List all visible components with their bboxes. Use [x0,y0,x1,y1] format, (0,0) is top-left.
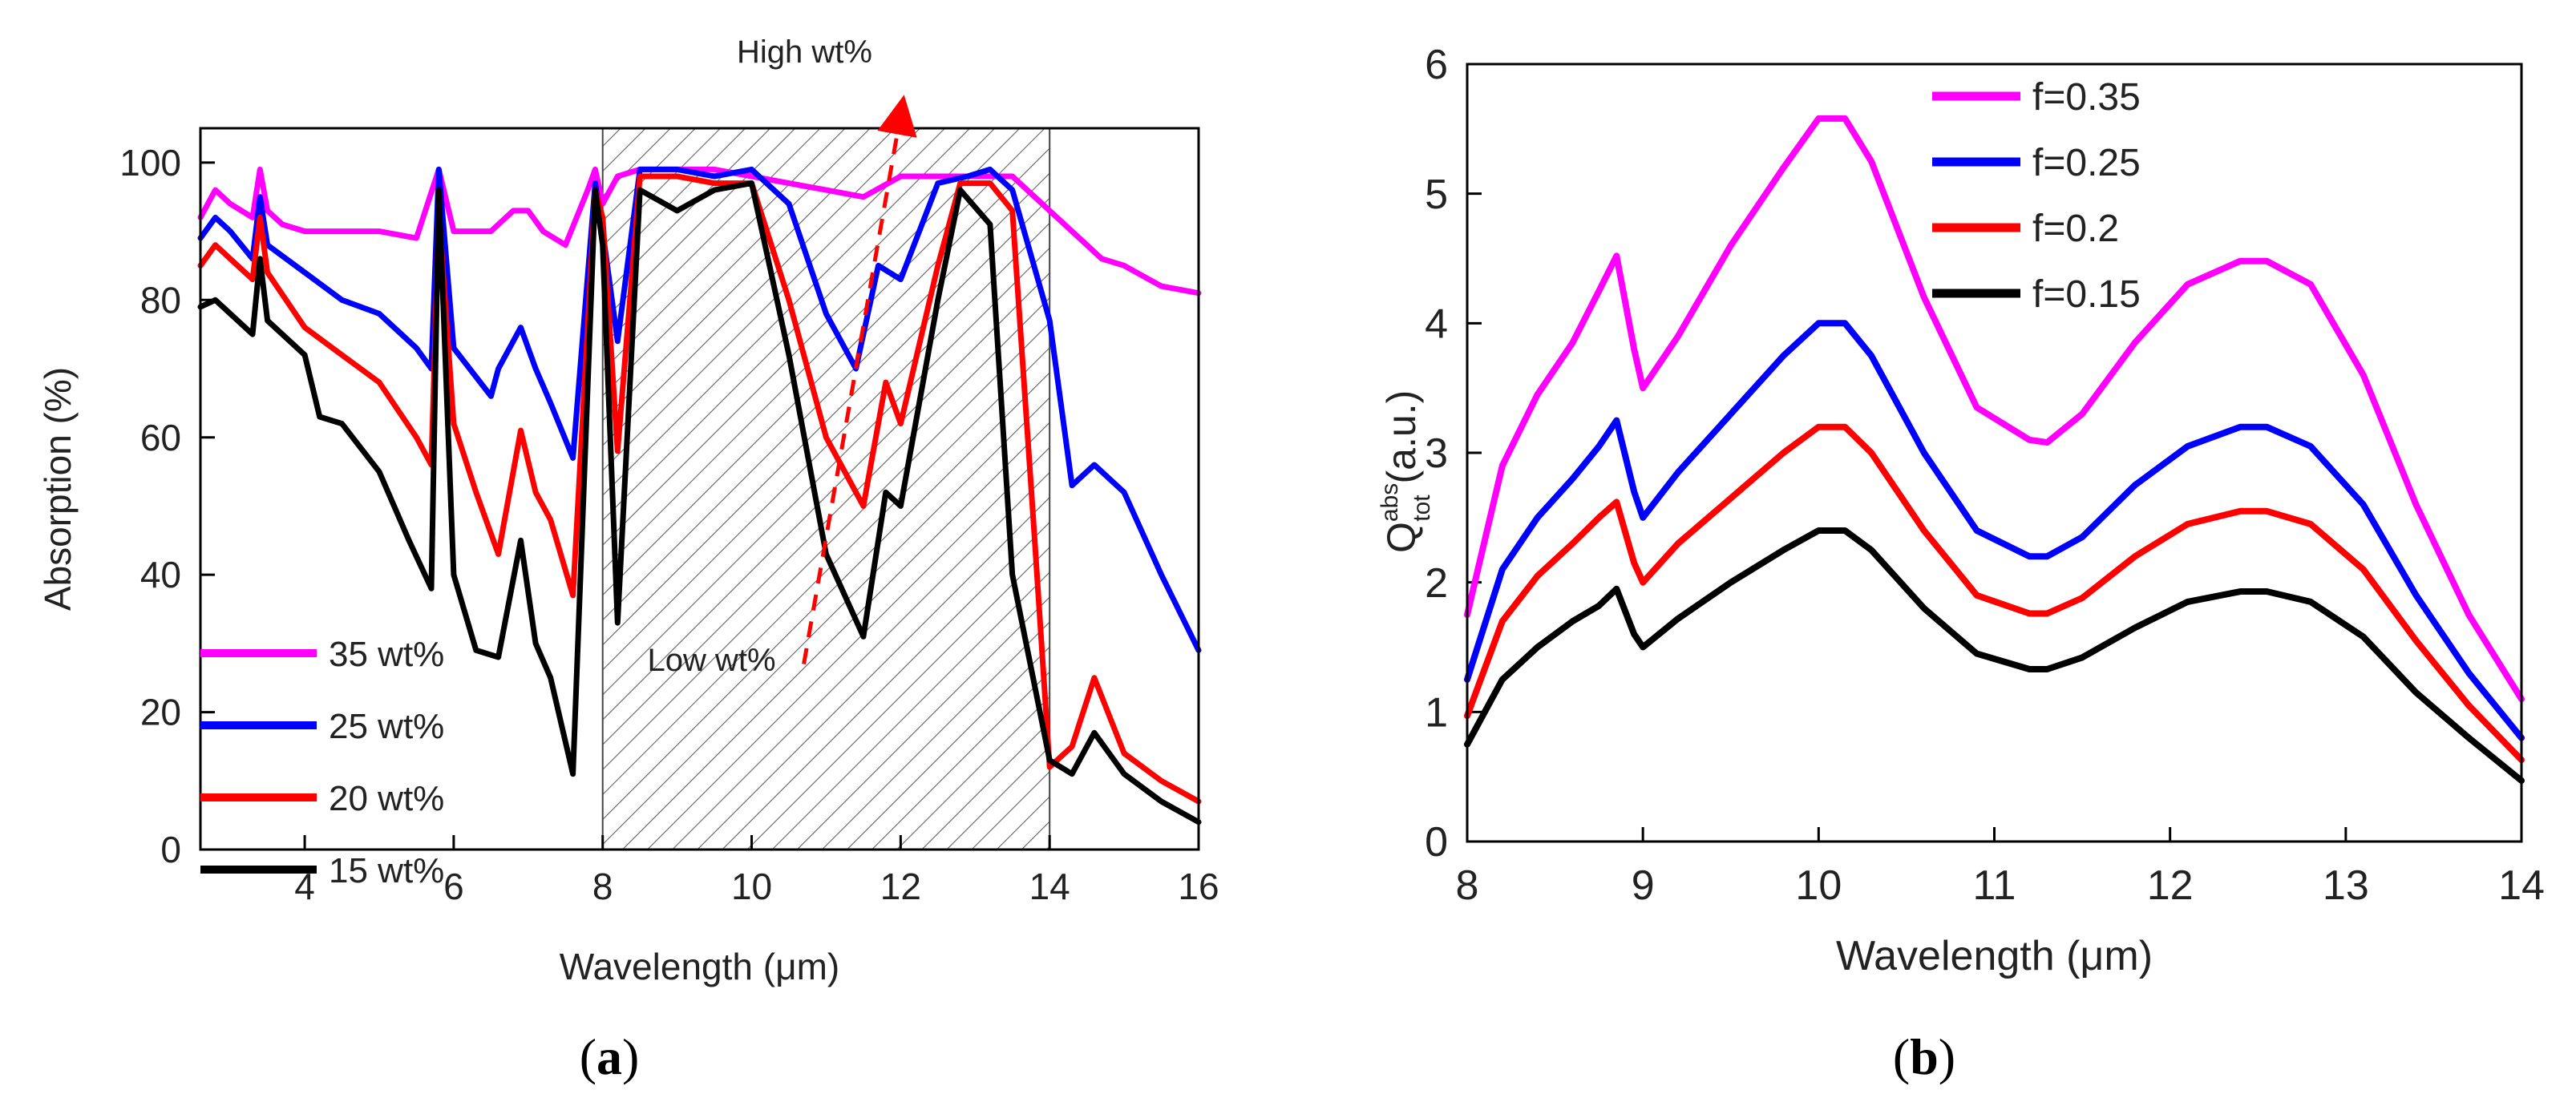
series-line-20-wt [197,173,1202,805]
chart-b-caption-part: ) [1939,1028,1955,1085]
legend-label-f-0-25: f=0.25 [2032,142,2141,184]
chart-a-trend-arrow [802,95,917,665]
chart-b-caption: (b) [1893,1028,1955,1085]
chart-b-xtick-label: 11 [1973,862,2016,909]
chart-b-xtick-label: 14 [2498,862,2545,909]
legend-label-20-wt: 20 wt% [329,779,444,818]
chart-a-frame [199,127,1200,851]
chart-a-caption-part: a [596,1028,622,1085]
chart-b-legend: f=0.35 f=0.25 f=0.2 f=0.15 [1932,76,2141,316]
series-line-f-0-25 [1464,320,2525,741]
chart-b-xtick-label: 9 [1632,862,1655,909]
chart-b-ytick-label: 4 [1425,301,1448,348]
chart-a-annotation-low: Low wt% [647,643,775,678]
chart-a-xtick-label: 10 [731,866,772,907]
legend-label-f-0-35: f=0.35 [2032,76,2141,119]
chart-b-ylabel: Qabs tot (a.u.) [1377,390,1435,553]
chart-a-xtick-label: 6 [443,866,464,907]
chart-b-xtick-label: 8 [1456,862,1479,909]
chart-a-series [197,166,1202,825]
chart-b-ytick-label: 6 [1425,42,1448,88]
legend-label-f-0-15: f=0.15 [2032,273,2141,316]
chart-b-ytick-label: 2 [1425,560,1448,607]
chart-a-annotation-high: High wt% [737,34,872,70]
chart-a-shaded-region [601,127,1051,850]
chart-b-ytick-label: 3 [1425,430,1448,477]
chart-a-ylabel: Absorption (%) [37,367,79,611]
chart-a-caption-part: ( [580,1028,596,1085]
chart-b-ylabel-main: Q [1379,522,1424,553]
chart-a-ytick-label: 100 [119,142,181,184]
chart-b-caption-part: b [1910,1028,1939,1085]
legend-label-f-0-2: f=0.2 [2032,208,2119,250]
series-line-f-0-35 [1464,115,2525,703]
series-line-f-0-2 [1464,423,2525,764]
series-line-f-0-15 [1464,527,2525,784]
chart-a-ytick-label: 0 [160,829,181,870]
chart-a-ytick-label: 20 [140,692,181,733]
chart-a-ytick-label: 40 [140,554,181,595]
chart-a-xtick-label: 12 [880,866,921,907]
chart-b-xtick-label: 10 [1795,862,1842,909]
chart-a-caption-part: ) [622,1028,639,1085]
chart-b-ytick-label: 5 [1425,172,1448,218]
chart-a-ytick-label: 60 [140,417,181,458]
chart-b-ylabel-sup: abs [1377,483,1403,522]
chart-b-ylabel-sub: tot [1409,494,1435,522]
chart-b-ytick-label: 1 [1425,690,1448,737]
chart-b-xlabel: Wavelength (μm) [1836,933,2153,979]
chart-a-caption: (a) [580,1028,640,1085]
chart-a-legend: 35 wt% 25 wt% 20 wt% 15 wt% [200,635,444,890]
legend-label-25-wt: 25 wt% [329,707,444,746]
chart-a-ytick-label: 80 [140,279,181,321]
chart-b-ytick-label: 0 [1425,819,1448,866]
chart-b-frame [1466,63,2523,843]
chart-a-xtick-label: 16 [1178,866,1219,907]
legend-label-35-wt: 35 wt% [329,635,444,674]
chart-a-xtick-label: 14 [1029,866,1070,907]
chart-a-xtick-label: 8 [592,866,613,907]
chart-b-series [1464,115,2525,784]
chart-b-xtick-label: 13 [2323,862,2369,909]
chart-b-caption-part: ( [1893,1028,1910,1085]
series-line-15-wt [197,180,1202,825]
legend-label-15-wt: 15 wt% [329,851,444,890]
chart-b-xtick-label: 12 [2147,862,2194,909]
chart-a-xlabel: Wavelength (μm) [560,946,839,987]
chart-b-ylabel-unit: (a.u.) [1379,390,1424,495]
